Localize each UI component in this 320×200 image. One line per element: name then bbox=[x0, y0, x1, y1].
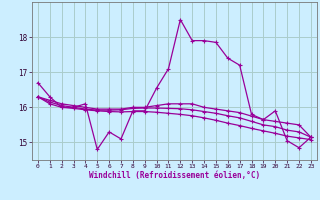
X-axis label: Windchill (Refroidissement éolien,°C): Windchill (Refroidissement éolien,°C) bbox=[89, 171, 260, 180]
